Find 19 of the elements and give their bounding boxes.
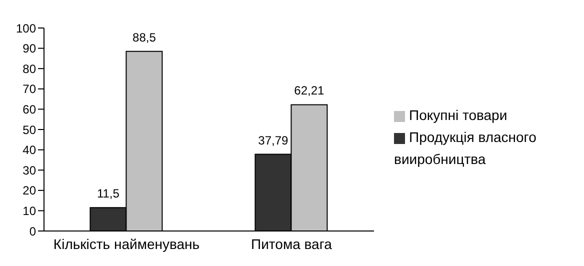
data-label: 88,5 — [132, 30, 156, 44]
y-tick-label: 90 — [22, 42, 36, 56]
y-tick-label: 40 — [22, 143, 36, 158]
x-tick-label: Кількість найменувань — [53, 236, 200, 252]
legend-label: Продукція власного вииробництва — [394, 129, 536, 167]
y-tick-label: 10 — [22, 204, 36, 218]
y-tick-label: 0 — [29, 224, 36, 238]
x-tick-label: Питома вага — [251, 236, 332, 252]
data-label: 37,79 — [258, 133, 289, 148]
y-tick-label: 60 — [22, 102, 36, 116]
y-tick-label: 30 — [22, 163, 36, 178]
y-tick-label: 80 — [22, 62, 36, 76]
y-tick-label: 70 — [22, 82, 36, 96]
y-tick-label: 20 — [22, 184, 36, 198]
data-label: 11,5 — [96, 186, 120, 201]
legend-label: Покупні товари — [409, 107, 508, 123]
y-tick-label: 100 — [16, 21, 36, 36]
y-tick-label: 50 — [22, 122, 36, 137]
data-label: 62,21 — [294, 84, 325, 98]
